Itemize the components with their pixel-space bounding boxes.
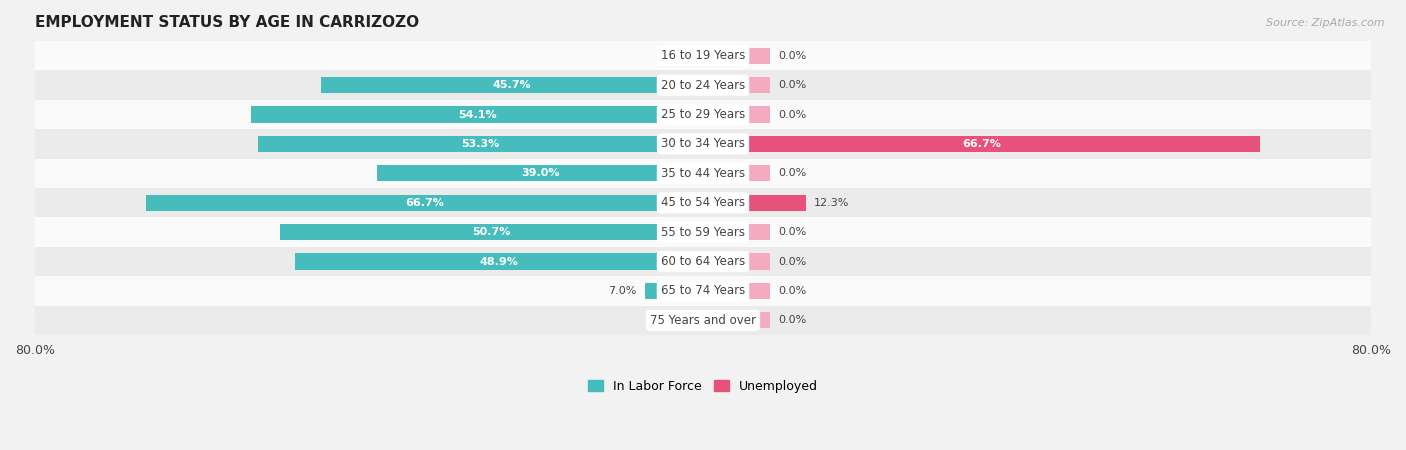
Bar (703, 312, 770, 328)
Bar (295, 253, 703, 270)
Bar (35, 188, 1371, 217)
Text: 50.7%: 50.7% (472, 227, 510, 237)
Text: 65 to 74 Years: 65 to 74 Years (661, 284, 745, 297)
Text: EMPLOYMENT STATUS BY AGE IN CARRIZOZO: EMPLOYMENT STATUS BY AGE IN CARRIZOZO (35, 15, 419, 30)
Text: 0.0%: 0.0% (778, 109, 807, 120)
Bar (35, 247, 1371, 276)
Bar (35, 100, 1371, 129)
Legend: In Labor Force, Unemployed: In Labor Force, Unemployed (583, 375, 823, 398)
Text: 25 to 29 Years: 25 to 29 Years (661, 108, 745, 121)
Text: 53.3%: 53.3% (461, 139, 499, 149)
Bar (146, 195, 703, 211)
Bar (703, 48, 770, 64)
Bar (703, 165, 770, 181)
Bar (703, 136, 1260, 152)
Bar (322, 77, 703, 93)
Bar (35, 159, 1371, 188)
Bar (703, 253, 770, 270)
Text: 35 to 44 Years: 35 to 44 Years (661, 167, 745, 180)
Text: 0.0%: 0.0% (778, 315, 807, 325)
Bar (644, 283, 703, 299)
Bar (35, 306, 1371, 335)
Text: 0.0%: 0.0% (778, 168, 807, 178)
Text: Source: ZipAtlas.com: Source: ZipAtlas.com (1267, 18, 1385, 28)
Text: 66.7%: 66.7% (962, 139, 1001, 149)
Bar (703, 283, 770, 299)
Text: 45 to 54 Years: 45 to 54 Years (661, 196, 745, 209)
Bar (703, 224, 770, 240)
Bar (280, 224, 703, 240)
Text: 0.0%: 0.0% (778, 227, 807, 237)
Text: 0.0%: 0.0% (778, 256, 807, 266)
Text: 0.0%: 0.0% (778, 80, 807, 90)
Text: 55 to 59 Years: 55 to 59 Years (661, 225, 745, 238)
Text: 20 to 24 Years: 20 to 24 Years (661, 79, 745, 92)
Text: 30 to 34 Years: 30 to 34 Years (661, 137, 745, 150)
Bar (35, 217, 1371, 247)
Bar (703, 195, 806, 211)
Bar (703, 107, 770, 123)
Text: 16 to 19 Years: 16 to 19 Years (661, 49, 745, 62)
Text: 60 to 64 Years: 60 to 64 Years (661, 255, 745, 268)
Text: 48.9%: 48.9% (479, 256, 519, 266)
Text: 0.0%: 0.0% (778, 51, 807, 61)
Text: 39.0%: 39.0% (522, 168, 560, 178)
Text: 45.7%: 45.7% (494, 80, 531, 90)
Bar (252, 107, 703, 123)
Text: 12.3%: 12.3% (814, 198, 849, 208)
Text: 0.0%: 0.0% (666, 315, 695, 325)
Bar (35, 276, 1371, 306)
Text: 54.1%: 54.1% (458, 109, 496, 120)
Text: 0.0%: 0.0% (778, 286, 807, 296)
Bar (377, 165, 703, 181)
Bar (35, 41, 1371, 71)
Bar (703, 77, 770, 93)
Text: 0.0%: 0.0% (666, 51, 695, 61)
Bar (257, 136, 703, 152)
Text: 66.7%: 66.7% (405, 198, 444, 208)
Bar (35, 129, 1371, 159)
Text: 7.0%: 7.0% (607, 286, 636, 296)
Text: 75 Years and over: 75 Years and over (650, 314, 756, 327)
Bar (35, 71, 1371, 100)
